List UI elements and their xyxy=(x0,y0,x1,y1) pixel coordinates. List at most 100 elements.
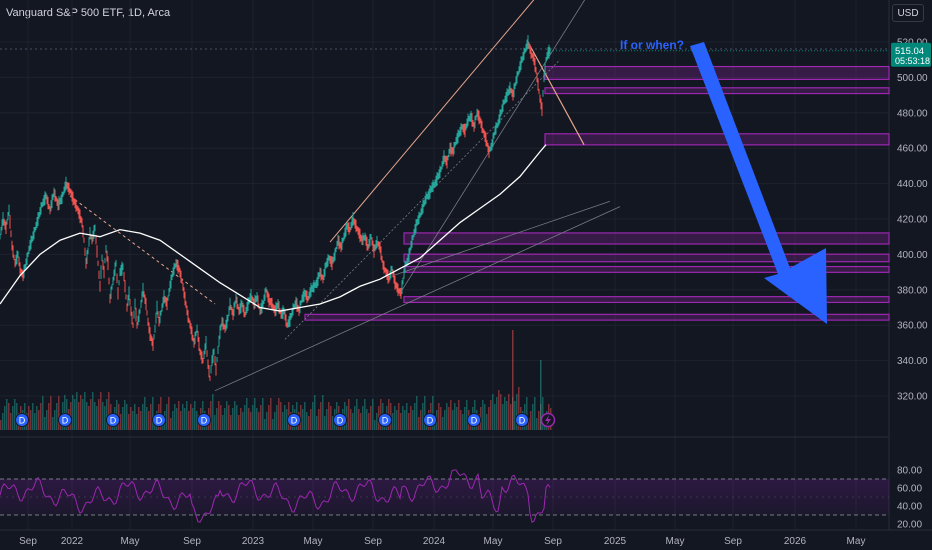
volume-bar xyxy=(258,412,260,430)
dividend-letter: D xyxy=(471,416,478,426)
volume-bar xyxy=(416,396,418,430)
earnings-flash-marker xyxy=(540,412,556,428)
dividend-circle xyxy=(378,413,392,427)
price-axis: 520.00500.00480.00460.00440.00420.00400.… xyxy=(897,38,928,531)
currency-button[interactable]: USD xyxy=(892,4,924,22)
volume-bar xyxy=(450,400,452,430)
rsi-tick-label: 60.00 xyxy=(897,484,922,495)
volume-bar xyxy=(346,406,348,430)
volume-bar xyxy=(12,406,14,430)
volume-bar xyxy=(504,397,506,430)
dividend-marker: D xyxy=(423,413,437,427)
volume-bar xyxy=(250,412,252,430)
volume-bar xyxy=(320,402,322,430)
volume-bar xyxy=(168,397,170,430)
volume-bar xyxy=(136,414,138,430)
volume-bar xyxy=(76,392,78,430)
time-tick-label: May xyxy=(847,536,866,547)
volume-bar xyxy=(276,405,278,430)
volume-bar xyxy=(392,413,394,430)
volume-bar xyxy=(146,407,148,430)
volume-bar xyxy=(492,394,494,430)
zone-box xyxy=(403,232,890,245)
volume-bar xyxy=(152,397,154,430)
volume-bar xyxy=(28,406,30,430)
volume-bar xyxy=(216,408,218,430)
volume-bar xyxy=(70,402,72,430)
volume-bar xyxy=(438,403,440,430)
volume-bar xyxy=(408,413,410,430)
dividend-letter: D xyxy=(519,416,526,426)
upper-channel-line xyxy=(329,0,535,243)
volume-bar xyxy=(376,413,378,430)
time-tick-label: 2025 xyxy=(604,536,627,547)
dividend-circle xyxy=(15,413,29,427)
volume-bar xyxy=(84,392,86,430)
volume-bar xyxy=(6,399,8,430)
volume-bar xyxy=(242,412,244,430)
long-support-line xyxy=(214,206,621,392)
dividend-circle xyxy=(106,413,120,427)
volume-bar xyxy=(126,404,128,430)
time-tick-label: May xyxy=(304,536,323,547)
volume-bar xyxy=(104,406,106,430)
volume-bar xyxy=(44,417,46,430)
volume-bar xyxy=(374,420,376,430)
volume-bar xyxy=(312,402,314,430)
volume-bar xyxy=(496,397,498,430)
rsi-line xyxy=(0,469,551,523)
rsi-tick-label: 40.00 xyxy=(897,502,922,513)
volume-bar xyxy=(48,403,50,430)
dividend-marker: D xyxy=(378,413,392,427)
volume-bar xyxy=(398,403,400,430)
volume-bar xyxy=(210,401,212,430)
price-tick-label: 380.00 xyxy=(897,285,928,296)
dividend-letter: D xyxy=(156,416,163,426)
volume-bar xyxy=(502,404,504,430)
volume-bar xyxy=(536,418,538,430)
volume-bar xyxy=(124,400,126,430)
volume-bar xyxy=(280,402,282,430)
volume-bar xyxy=(214,415,216,430)
volume-bar xyxy=(46,410,48,430)
price-tick-label: 480.00 xyxy=(897,108,928,119)
volume-bar xyxy=(34,413,36,430)
price-tag-value: 515.04 xyxy=(895,46,924,57)
volume-bar xyxy=(188,411,190,430)
dividend-marker: D xyxy=(467,413,481,427)
zone-box xyxy=(304,313,890,321)
volume-bar xyxy=(74,399,76,430)
volume-bar xyxy=(270,398,272,430)
volume-bar xyxy=(452,410,454,430)
volume-bar xyxy=(178,401,180,430)
dividend-letter: D xyxy=(110,416,117,426)
volume-bar xyxy=(444,410,446,430)
volume-bar xyxy=(326,409,328,430)
volume-bar xyxy=(180,411,182,430)
dividend-marker: D xyxy=(287,413,301,427)
volume-bar xyxy=(166,404,168,430)
volume-bar xyxy=(108,392,110,430)
downtrend-dashed-line xyxy=(69,195,216,305)
volume-bar xyxy=(282,412,284,430)
volume-bar xyxy=(150,404,152,430)
volume-bar xyxy=(540,360,542,430)
moving-average-line xyxy=(0,144,547,312)
time-tick-label: 2023 xyxy=(242,536,265,547)
rsi-pane xyxy=(0,469,889,523)
volume-bar xyxy=(80,395,82,430)
volume-bar xyxy=(64,395,66,430)
dividend-letter: D xyxy=(62,416,69,426)
volume-bar xyxy=(100,392,102,430)
volume-bar xyxy=(424,396,426,430)
price-tick-label: 440.00 xyxy=(897,179,928,190)
volume-bar xyxy=(526,397,528,430)
volume-bar xyxy=(54,410,56,430)
time-tick-label: 2026 xyxy=(784,536,807,547)
volume-bar xyxy=(0,420,2,430)
volume-bar xyxy=(102,402,104,430)
volume-bar xyxy=(414,403,416,430)
volume-bar xyxy=(88,406,90,430)
